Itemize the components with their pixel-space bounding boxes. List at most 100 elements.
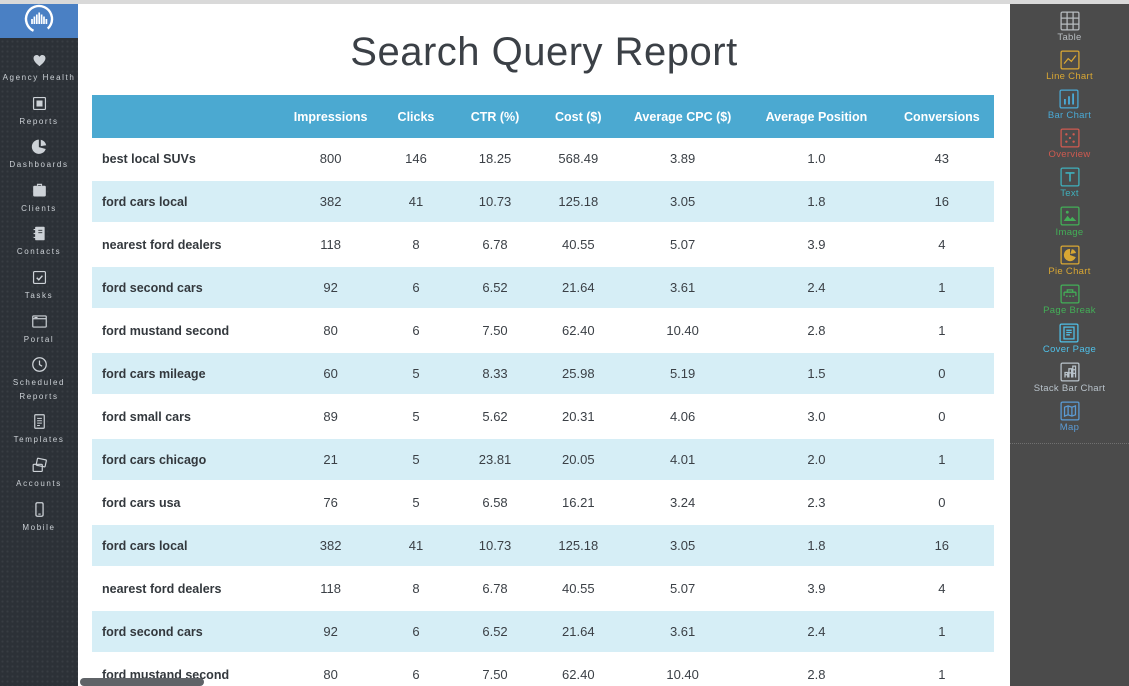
sidebar-item-tasks[interactable]: Tasks <box>2 268 76 303</box>
widget-pie-chart[interactable]: Pie Chart <box>1048 245 1090 277</box>
sidebar-item-label: Tasks <box>24 290 54 300</box>
report-title[interactable]: Search Query Report <box>350 30 738 74</box>
sidebar-item-label: Reports <box>19 116 59 126</box>
image-widget-icon <box>1059 206 1080 226</box>
value-cell: 118 <box>320 237 341 252</box>
table-row: best local SUVs 800 146 18.25 568.49 3.89 1.0 4… <box>92 138 994 180</box>
widget-page-break[interactable]: Page Break <box>1043 284 1096 316</box>
stack-bar-chart-widget-icon <box>1059 362 1080 382</box>
value-cell: 1.8 <box>743 523 890 568</box>
overview-widget-icon <box>1059 128 1080 148</box>
value-cell: 5.07 <box>669 237 696 252</box>
column-header: Average CPC ($) <box>622 95 744 138</box>
sidebar-item-mobile[interactable]: Mobile <box>2 500 76 535</box>
report-frame-icon <box>30 94 49 113</box>
sidebar-item-portal[interactable]: Portal <box>2 312 76 347</box>
value-cell: 10.73 <box>455 179 535 224</box>
window-top-strip <box>0 0 1129 4</box>
column-header: Clicks <box>376 95 456 138</box>
value-cell: 8 <box>412 581 420 596</box>
query-cell: ford cars local <box>92 179 285 224</box>
query-cell: ford cars mileage <box>92 351 285 396</box>
value-cell: 6 <box>412 667 420 682</box>
table-row: ford cars local 382 41 10.73 125.18 3.05 1.8 16 <box>92 179 994 224</box>
value-cell: 5 <box>412 409 420 424</box>
value-cell: 0 <box>938 495 946 510</box>
left-sidebar: Agency Health Reports Dashboards Clients Con… <box>0 4 78 686</box>
value-cell: 80 <box>323 667 338 682</box>
sidebar-item-agency-health[interactable]: Agency Health <box>2 50 76 85</box>
widget-overview[interactable]: Overview <box>1049 128 1091 160</box>
bar-chart-circle-logo-icon <box>21 1 57 42</box>
value-cell: 4.01 <box>622 437 744 482</box>
query-cell: ford cars local <box>92 523 285 568</box>
value-cell: 1 <box>889 609 994 654</box>
column-header: CTR (%) <box>455 95 535 138</box>
query-cell: ford cars usa <box>102 495 181 510</box>
widget-line-chart[interactable]: Line Chart <box>1046 50 1093 82</box>
sidebar-item-clients[interactable]: Clients <box>2 181 76 216</box>
query-cell: ford cars chicago <box>92 437 285 482</box>
sidebar-item-reports[interactable]: Reports <box>2 94 76 129</box>
query-cell: ford second cars <box>92 609 285 654</box>
table-row: ford cars local 382 41 10.73 125.18 3.05 1.8 16 <box>92 523 994 568</box>
app-frame: Agency Health Reports Dashboards Clients Con… <box>0 4 1129 686</box>
widget-text[interactable]: Text <box>1059 167 1080 199</box>
widget-separator <box>1010 443 1129 444</box>
query-cell: ford second cars <box>92 265 285 310</box>
mobile-phone-icon <box>30 500 49 519</box>
value-cell: 5 <box>376 437 456 482</box>
value-cell: 6.52 <box>455 265 535 310</box>
widget-bar-chart[interactable]: Bar Chart <box>1048 89 1091 121</box>
pie-chart-widget-icon <box>1059 245 1080 265</box>
main-nav: Agency Health Reports Dashboards Clients Con… <box>0 38 78 543</box>
column-header: Conversions <box>889 95 994 138</box>
value-cell: 1.8 <box>743 179 890 224</box>
table-header-row: Impressions Clicks CTR (%) Cost ($) Average … <box>92 95 994 138</box>
value-cell: 0 <box>938 409 946 424</box>
value-cell: 10.40 <box>666 323 699 338</box>
horizontal-scrollbar-thumb[interactable] <box>80 678 204 686</box>
sidebar-item-label: Contacts <box>16 247 62 257</box>
value-cell: 2.0 <box>743 437 890 482</box>
value-cell: 62.40 <box>562 323 595 338</box>
value-cell: 8.33 <box>455 351 535 396</box>
widget-image[interactable]: Image <box>1056 206 1084 238</box>
value-cell: 5 <box>376 351 456 396</box>
briefcase-icon <box>30 181 49 200</box>
heart-icon <box>30 50 49 69</box>
widget-cover-page[interactable]: Cover Page <box>1043 323 1096 355</box>
value-cell: 2.8 <box>807 323 826 338</box>
table-row: nearest ford dealers 118 8 6.78 40.55 5.07 3.9… <box>92 223 994 266</box>
value-cell: 60 <box>284 351 377 396</box>
sidebar-item-dashboards[interactable]: Dashboards <box>2 137 76 172</box>
widget-label: Image <box>1055 227 1084 238</box>
browser-window-icon <box>30 312 49 331</box>
widget-stack-bar-chart[interactable]: Stack Bar Chart <box>1034 362 1106 394</box>
widget-label: Stack Bar Chart <box>1033 383 1106 394</box>
table-row: ford small cars 89 5 5.62 20.31 4.06 3.0 0 <box>92 395 994 438</box>
value-cell: 20.31 <box>562 409 595 424</box>
value-cell: 1.5 <box>743 351 890 396</box>
app-logo[interactable] <box>0 4 78 38</box>
sidebar-item-label: Mobile <box>22 522 56 532</box>
sidebar-item-contacts[interactable]: Contacts <box>2 224 76 259</box>
sidebar-item-accounts[interactable]: Accounts <box>2 456 76 491</box>
value-cell: 568.49 <box>558 151 599 166</box>
value-cell: 125.18 <box>534 179 623 224</box>
stacked-cards-icon <box>30 456 49 475</box>
sidebar-item-scheduled-reports[interactable]: Scheduled Reports <box>2 355 76 403</box>
value-cell: 92 <box>284 609 377 654</box>
page-break-widget-icon <box>1059 284 1080 304</box>
widget-table[interactable]: Table <box>1057 11 1081 43</box>
value-cell: 3.89 <box>669 151 696 166</box>
table-widget-icon <box>1059 11 1080 31</box>
value-cell: 4 <box>938 581 946 596</box>
map-widget-icon <box>1059 401 1080 421</box>
search-query-table[interactable]: Impressions Clicks CTR (%) Cost ($) Average … <box>92 95 994 686</box>
sidebar-item-label: Dashboards <box>9 160 69 170</box>
widget-map[interactable]: Map <box>1060 401 1080 433</box>
table-row: ford mustand second 80 6 7.50 62.40 10.40 2.8 1 <box>92 309 994 352</box>
widget-label: Page Break <box>1043 305 1096 316</box>
sidebar-item-templates[interactable]: Templates <box>2 412 76 447</box>
